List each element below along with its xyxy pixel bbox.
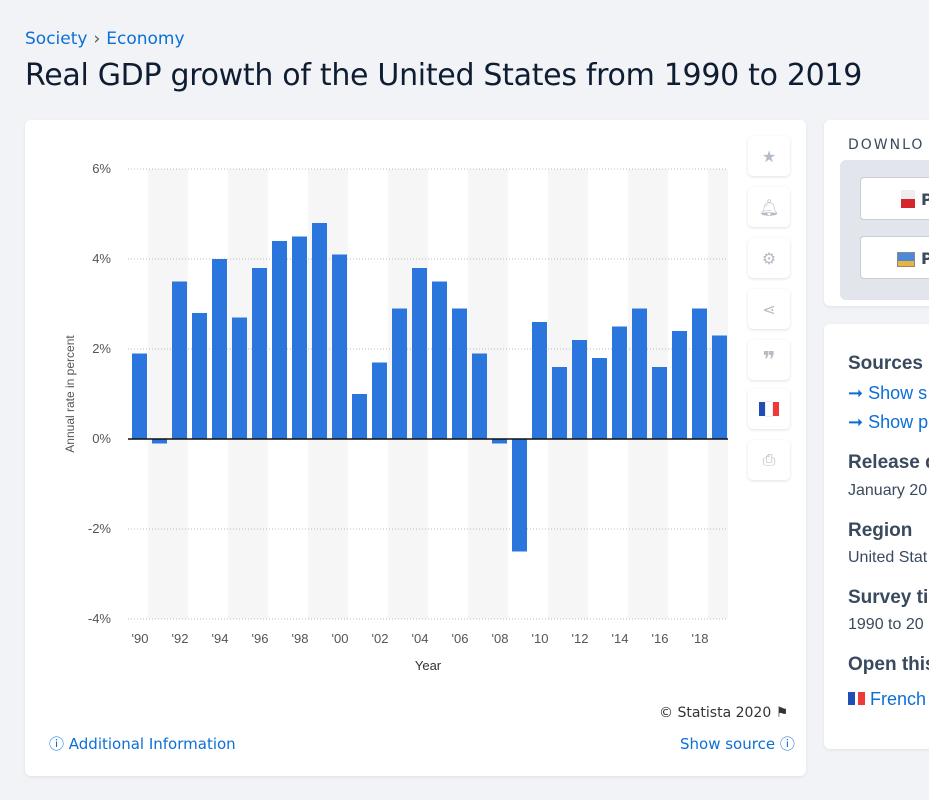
french-flag-icon [848,692,855,705]
x-tick-label: '10 [532,631,549,646]
copyright: © Statista 2020 ⚑ [659,705,789,721]
breadcrumb-society[interactable]: Society [25,29,88,49]
sources-heading: Sources [848,353,923,374]
bar-2012 [572,340,587,439]
y-axis-label: Annual rate in percent [63,335,77,453]
x-tick-label: '18 [692,631,709,646]
bar-1996 [252,268,267,439]
x-tick-label: '14 [612,631,629,646]
open-heading: Open this [848,654,929,675]
bar-1994 [212,259,227,439]
star-icon[interactable]: ★ [748,136,790,176]
french-link[interactable]: French [848,689,926,710]
bar-1995 [232,317,247,439]
quote-icon[interactable]: ❞ [748,340,790,380]
pdf-download-button[interactable]: P [860,177,929,220]
show-source-link-2[interactable]: ➞ Show p [848,412,929,432]
breadcrumb-economy[interactable]: Economy [106,29,185,49]
x-tick-label: '90 [132,631,149,646]
bar-2005 [432,281,447,439]
region-value: United Stat [848,549,928,566]
download-heading: DOWNLO [848,137,925,153]
x-axis-label: Year [415,658,442,673]
bar-2010 [532,322,547,439]
bar-2015 [632,308,647,439]
y-tick-label: 2% [92,341,111,356]
breadcrumb: Society › Economy [25,29,185,49]
bar-1992 [172,281,187,439]
survey-heading: Survey ti [848,587,929,608]
download-card: DOWNLO P P [824,120,929,306]
gear-icon[interactable]: ⚙ [748,238,790,278]
bar-1999 [312,223,327,439]
bar-2016 [652,367,667,439]
bar-1993 [192,313,207,439]
bell-icon[interactable]: 🔔︎ [748,187,790,227]
y-tick-label: -2% [88,521,112,536]
x-tick-label: '12 [572,631,589,646]
image-icon [897,252,915,267]
bar-2008 [492,439,507,444]
bar-2000 [332,254,347,439]
additional-information-link[interactable]: ⓘ Additional Information [49,735,236,753]
flag-icon: ⚑ [775,705,789,721]
bar-1997 [272,241,287,439]
bar-2006 [452,308,467,439]
x-tick-label: '08 [492,631,509,646]
bar-2011 [552,367,567,439]
bar-2001 [352,394,367,439]
release-heading: Release d [848,452,929,473]
page-title: Real GDP growth of the United States fro… [25,58,863,93]
survey-value: 1990 to 20 [848,616,924,633]
x-tick-label: '98 [292,631,309,646]
release-value: January 20 [848,482,928,499]
x-tick-label: '92 [172,631,189,646]
bar-2007 [472,353,487,439]
bar-2013 [592,358,607,439]
bar-2014 [612,326,627,439]
x-tick-label: '16 [652,631,669,646]
y-tick-label: 0% [92,431,111,446]
bar-2017 [672,331,687,439]
breadcrumb-separator: › [93,29,101,49]
y-tick-label: 6% [92,161,111,176]
bar-2002 [372,362,387,439]
info-card [824,324,929,749]
y-tick-label: 4% [92,251,111,266]
bar-2018 [692,308,707,439]
png-download-button[interactable]: P [860,236,929,279]
region-heading: Region [848,520,913,541]
x-tick-label: '06 [452,631,469,646]
bar-1998 [292,236,307,439]
x-tick-label: '00 [332,631,349,646]
x-tick-label: '96 [252,631,269,646]
bar-1991 [152,439,167,444]
x-tick-label: '94 [212,631,229,646]
print-icon[interactable]: ⎙ [748,440,790,480]
bar-2019 [712,335,727,439]
bar-2003 [392,308,407,439]
pdf-icon [901,190,915,208]
x-tick-label: '04 [412,631,429,646]
bar-2009 [512,439,527,552]
x-tick-label: '02 [372,631,389,646]
share-icon[interactable]: ⋖ [748,289,790,329]
french-flag-icon[interactable] [748,389,790,429]
chart: 6% 4% 2% 0% -2% -4% '90 '92 '94 '96 '98 '00 '02 '04 '0… [63,161,728,673]
bar-1990 [132,353,147,439]
show-source-link-1[interactable]: ➞ Show s [848,383,928,403]
show-source-link[interactable]: Show source ⓘ [680,735,795,753]
y-tick-label: -4% [88,611,112,626]
bar-2004 [412,268,427,439]
